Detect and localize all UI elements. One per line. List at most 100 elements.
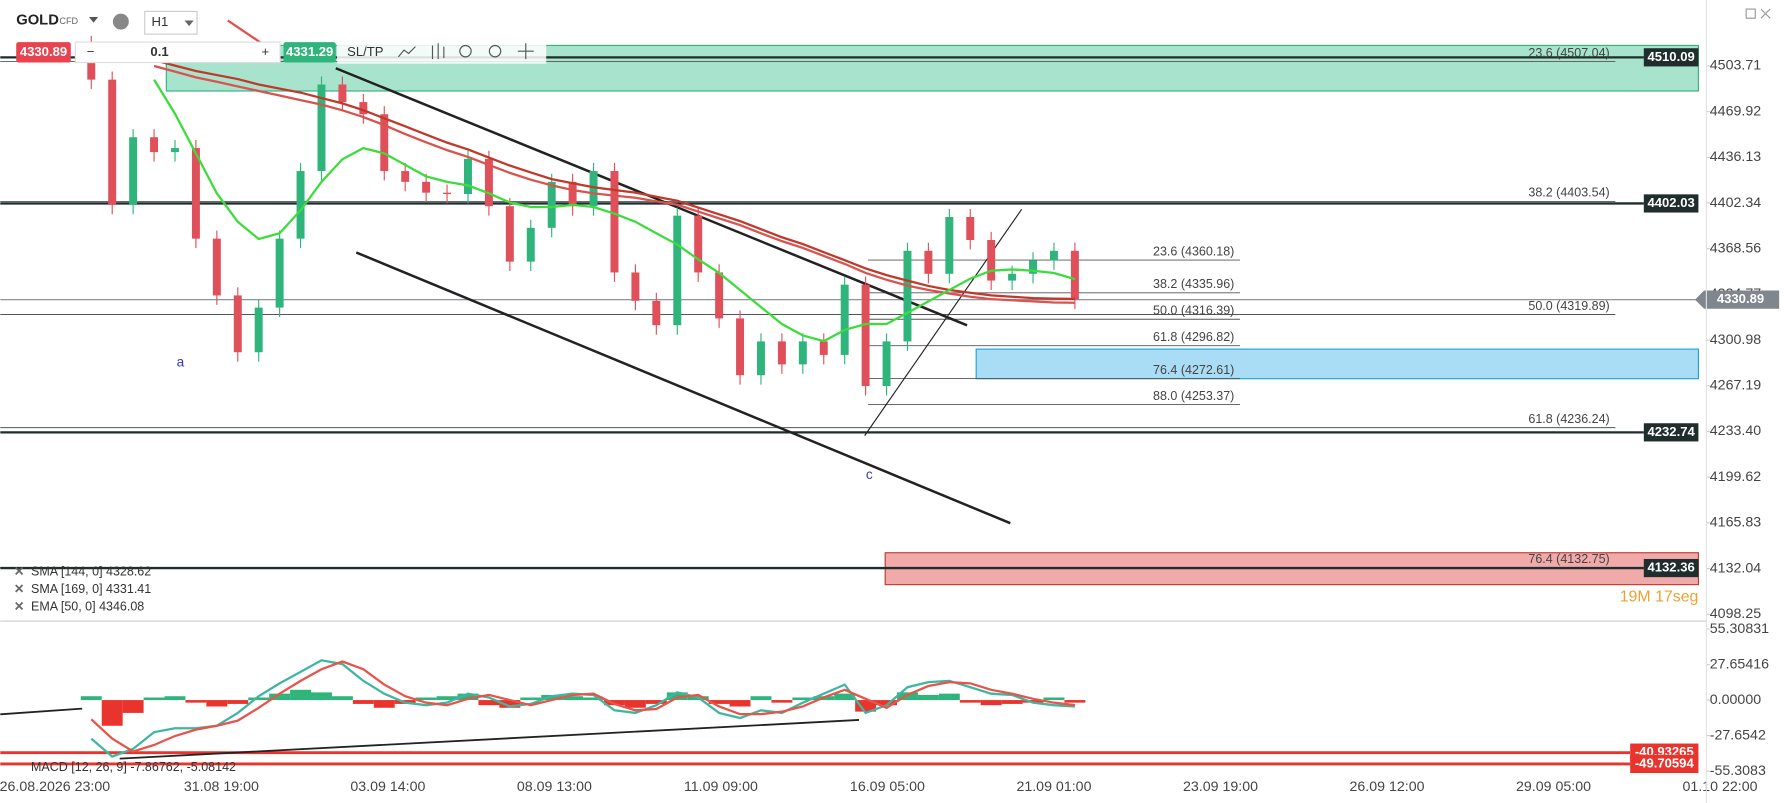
candle-body	[631, 272, 640, 301]
current-price-label: 4330.89	[1717, 291, 1764, 306]
window-button[interactable]	[1745, 8, 1756, 19]
sell-button[interactable]	[16, 42, 71, 63]
candle-body	[296, 171, 305, 239]
histogram-bar	[750, 696, 772, 701]
candle-body	[359, 102, 368, 115]
histogram-bar	[80, 696, 102, 701]
candle-body	[1029, 260, 1038, 274]
candle-body	[694, 215, 703, 273]
candle-tool[interactable]	[431, 43, 445, 60]
legend-close: ✕	[14, 600, 24, 614]
fib-label: 50.0 (4316.39)	[1153, 304, 1234, 318]
price-badge-label: 4232.74	[1647, 424, 1695, 439]
timeframe-select[interactable]	[144, 10, 198, 35]
y-tick-label: 4368.56	[1710, 240, 1761, 256]
histogram-bar	[604, 700, 625, 706]
histogram-bar	[101, 700, 123, 726]
wave-label: c	[866, 467, 873, 482]
close-button[interactable]	[1760, 8, 1771, 19]
candle-body	[401, 171, 410, 182]
plus[interactable]: +	[261, 44, 269, 59]
histogram-bar	[373, 700, 395, 708]
market: CFD	[59, 16, 78, 26]
y-tick-label: 4469.92	[1710, 103, 1761, 119]
candle-body	[798, 341, 807, 365]
histogram-bar	[959, 700, 981, 703]
histogram-bar	[122, 700, 144, 713]
timeframe: H1	[152, 14, 169, 29]
candle-body	[966, 217, 975, 240]
candle-body	[903, 250, 912, 342]
histogram-bar	[185, 700, 207, 703]
candle-body	[652, 300, 661, 326]
move-tool[interactable]	[517, 43, 534, 60]
current-price-arrow	[1695, 290, 1780, 309]
legend-entry: SMA [169, 0] 4331.41	[31, 582, 151, 596]
candle-body	[1008, 273, 1017, 281]
legend-close: ✕	[14, 582, 24, 596]
trendline	[119, 719, 860, 760]
y-tick-label: 0.00000	[1710, 692, 1761, 708]
sltp[interactable]: SL/TP	[347, 44, 384, 59]
price-badge	[1630, 754, 1699, 774]
x-tick-label: 26.08.2026 23:00	[0, 779, 110, 795]
dropdown-icon[interactable]	[89, 17, 99, 23]
line-tool[interactable]	[397, 46, 416, 58]
lot: 0.1	[150, 44, 168, 59]
histogram-bar	[855, 700, 877, 712]
fib-label: 61.8 (4236.24)	[1528, 412, 1609, 426]
candle-body	[945, 217, 954, 274]
symbol[interactable]: GOLD	[16, 12, 59, 28]
lot-input[interactable]	[74, 41, 281, 64]
candle-body	[715, 272, 724, 319]
trendline	[864, 208, 1023, 436]
fib-label: 23.6 (4360.18)	[1153, 244, 1234, 258]
histogram-bar	[771, 700, 793, 703]
price-badge	[1643, 194, 1699, 213]
histogram-bar	[1043, 697, 1065, 701]
candle-body	[150, 137, 159, 153]
zoom-in[interactable]	[488, 44, 502, 58]
fib-label: 50.0 (4319.89)	[1528, 299, 1609, 313]
x-tick-label: 11.09 09:00	[684, 779, 758, 795]
candle-body	[987, 239, 996, 281]
y-tick-label: 4233.40	[1710, 423, 1761, 439]
candle-body	[840, 284, 849, 355]
price-badge	[1643, 48, 1699, 67]
histogram-bar	[562, 696, 584, 701]
histogram-bar	[917, 694, 939, 701]
histogram-bar	[311, 692, 332, 701]
zoom-out[interactable]	[459, 44, 472, 58]
price-badge-label: 4402.03	[1647, 195, 1694, 210]
candle-body	[129, 137, 138, 205]
histogram-bar	[624, 700, 646, 708]
candle-body	[191, 148, 200, 239]
candle-body	[338, 84, 347, 103]
y-tick-label: 4436.13	[1710, 149, 1761, 165]
histogram-bar	[980, 700, 1002, 706]
x-tick-label: 31.08 19:00	[184, 779, 259, 795]
histogram-bar	[331, 696, 353, 701]
histogram-bar	[1022, 700, 1044, 703]
info-icon[interactable]	[112, 13, 129, 30]
histogram-bar	[792, 697, 814, 701]
y-tick-label: 27.65416	[1710, 656, 1769, 672]
histogram-bar	[436, 696, 458, 701]
candle-body	[547, 181, 556, 228]
sell-price: 4330.89	[20, 44, 67, 59]
y-tick-label: 4132.04	[1710, 560, 1761, 576]
candle-body	[463, 158, 472, 195]
candle-body	[882, 341, 891, 387]
histogram-bar	[478, 700, 500, 706]
y-tick-label: 4267.19	[1710, 378, 1761, 394]
histogram-bar	[269, 693, 291, 701]
buy-button[interactable]	[283, 42, 336, 63]
candle-body	[589, 171, 598, 207]
price-badge	[1643, 423, 1699, 442]
y-tick-label: 4098.25	[1710, 606, 1761, 622]
y-tick-label: 4165.83	[1710, 515, 1761, 531]
minus[interactable]: −	[87, 44, 95, 59]
fib-label: 76.4 (4272.61)	[1153, 363, 1234, 377]
candle-body	[736, 318, 745, 376]
